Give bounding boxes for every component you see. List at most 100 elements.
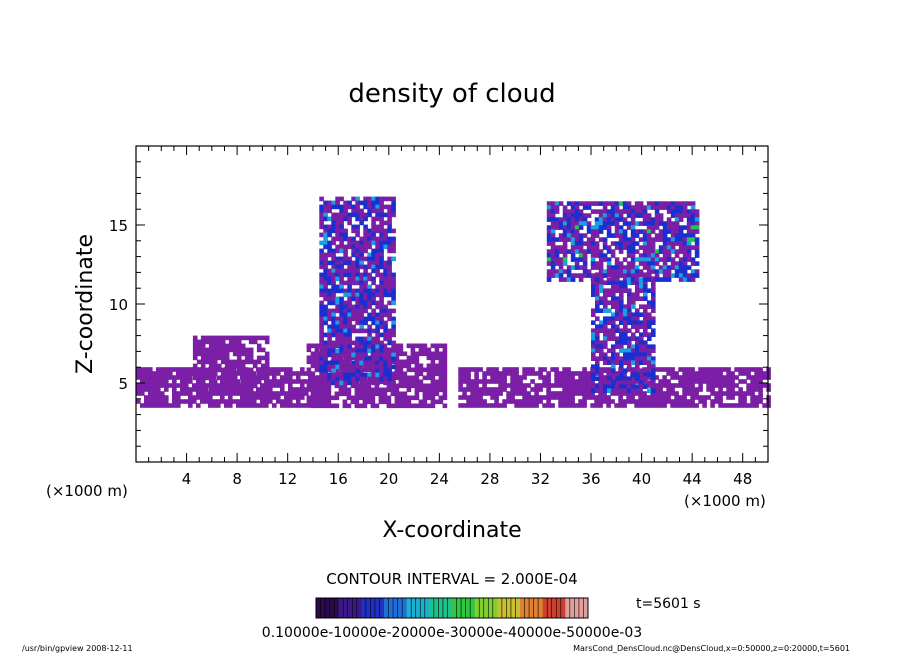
cloud-cell bbox=[359, 220, 364, 226]
cloud-cell bbox=[546, 391, 551, 396]
cloud-cell bbox=[331, 236, 336, 242]
cloud-cell bbox=[391, 240, 396, 246]
cloud-cell bbox=[686, 265, 692, 270]
cloud-cell bbox=[208, 399, 213, 404]
cloud-cell bbox=[434, 343, 440, 349]
cloud-cell bbox=[363, 292, 368, 298]
cloud-cell bbox=[228, 371, 234, 377]
cloud-cell bbox=[319, 264, 324, 270]
cloud-cell bbox=[550, 209, 556, 214]
cloud-cell bbox=[430, 387, 436, 393]
cloud-cell bbox=[379, 316, 384, 322]
cloud-cell bbox=[280, 391, 285, 396]
cloud-cell bbox=[212, 343, 218, 349]
cloud-cell bbox=[595, 300, 600, 305]
cloud-cell bbox=[426, 375, 432, 381]
cloud-cell bbox=[335, 268, 340, 274]
cloud-cell bbox=[627, 312, 632, 317]
cloud-cell bbox=[204, 383, 209, 388]
cloud-cell bbox=[678, 237, 684, 242]
cloud-cell bbox=[379, 208, 384, 214]
cloud-cell bbox=[726, 379, 731, 384]
cloud-cell bbox=[546, 383, 551, 388]
cloud-cell bbox=[623, 340, 628, 345]
cloud-cell bbox=[339, 228, 344, 234]
cloud-cell bbox=[374, 387, 380, 393]
cloud-cell bbox=[390, 387, 396, 393]
cloud-cell bbox=[232, 339, 238, 345]
cloud-cell bbox=[359, 240, 364, 246]
cloud-cell bbox=[534, 387, 539, 392]
cloud-cell bbox=[682, 269, 688, 274]
cloud-cell bbox=[602, 217, 608, 222]
cloud-cell bbox=[654, 395, 659, 400]
cloud-cell bbox=[176, 367, 181, 372]
cloud-cell bbox=[240, 343, 246, 349]
cloud-cell bbox=[603, 280, 608, 285]
cloud-cell bbox=[248, 367, 254, 373]
cloud-cell bbox=[160, 367, 165, 372]
cloud-cell bbox=[434, 351, 440, 357]
cloud-cell bbox=[694, 225, 700, 230]
cloud-cell bbox=[208, 339, 214, 345]
cloud-cell bbox=[566, 273, 572, 278]
cloud-cell bbox=[160, 379, 165, 384]
cloud-cell bbox=[318, 403, 324, 409]
cloud-cell bbox=[591, 288, 596, 293]
cloud-cell bbox=[498, 391, 503, 396]
cloud-cell bbox=[331, 328, 336, 334]
cloud-cell bbox=[204, 355, 210, 361]
cloud-cell bbox=[682, 253, 688, 258]
cloud-cell bbox=[371, 268, 376, 274]
cloud-cell bbox=[466, 395, 471, 400]
cloud-cell bbox=[646, 273, 652, 278]
cloud-cell bbox=[288, 391, 293, 396]
cloud-cell bbox=[678, 269, 684, 274]
cloud-cell bbox=[232, 383, 238, 389]
cloud-cell bbox=[550, 269, 556, 274]
cloud-cell bbox=[252, 395, 257, 400]
cloud-cell bbox=[610, 201, 616, 206]
cloud-cell bbox=[623, 388, 628, 393]
cloud-cell bbox=[658, 395, 663, 400]
cloud-cell bbox=[180, 375, 185, 380]
cloud-cell bbox=[651, 320, 656, 325]
cloud-cell bbox=[698, 367, 703, 372]
cloud-cell bbox=[746, 403, 751, 408]
cloud-cell bbox=[622, 217, 628, 222]
cloud-cell bbox=[546, 225, 552, 230]
cloud-cell bbox=[546, 257, 552, 262]
cloud-cell bbox=[718, 387, 723, 392]
cloud-cell bbox=[466, 399, 471, 404]
cloud-cell bbox=[383, 336, 388, 342]
cloud-cell bbox=[228, 339, 234, 345]
cloud-cell bbox=[367, 196, 372, 202]
cloud-cell bbox=[623, 376, 628, 381]
cloud-cell bbox=[698, 371, 703, 376]
cloud-cell bbox=[690, 213, 696, 218]
cloud-cell bbox=[228, 391, 233, 396]
cloud-cell bbox=[674, 403, 679, 408]
cloud-cell bbox=[635, 284, 640, 289]
cloud-cell bbox=[192, 395, 197, 400]
cloud-cell bbox=[482, 399, 487, 404]
cloud-cell bbox=[631, 352, 636, 357]
cloud-cell bbox=[252, 363, 258, 369]
cloud-cell bbox=[319, 288, 324, 294]
cloud-cell bbox=[379, 236, 384, 242]
cloud-cell bbox=[176, 383, 181, 388]
cloud-cell bbox=[714, 395, 719, 400]
cloud-cell bbox=[634, 213, 640, 218]
cloud-cell bbox=[314, 359, 320, 365]
cloud-cell bbox=[363, 196, 368, 202]
cloud-cell bbox=[562, 277, 568, 282]
cloud-cell bbox=[635, 296, 640, 301]
cloud-cell bbox=[590, 237, 596, 242]
cloud-cell bbox=[607, 320, 612, 325]
cloud-cell bbox=[615, 344, 620, 349]
cloud-cell bbox=[331, 372, 336, 378]
cloud-cell bbox=[383, 352, 388, 358]
cloud-cell bbox=[591, 352, 596, 357]
cloud-cell bbox=[280, 383, 285, 388]
cloud-cell bbox=[379, 212, 384, 218]
